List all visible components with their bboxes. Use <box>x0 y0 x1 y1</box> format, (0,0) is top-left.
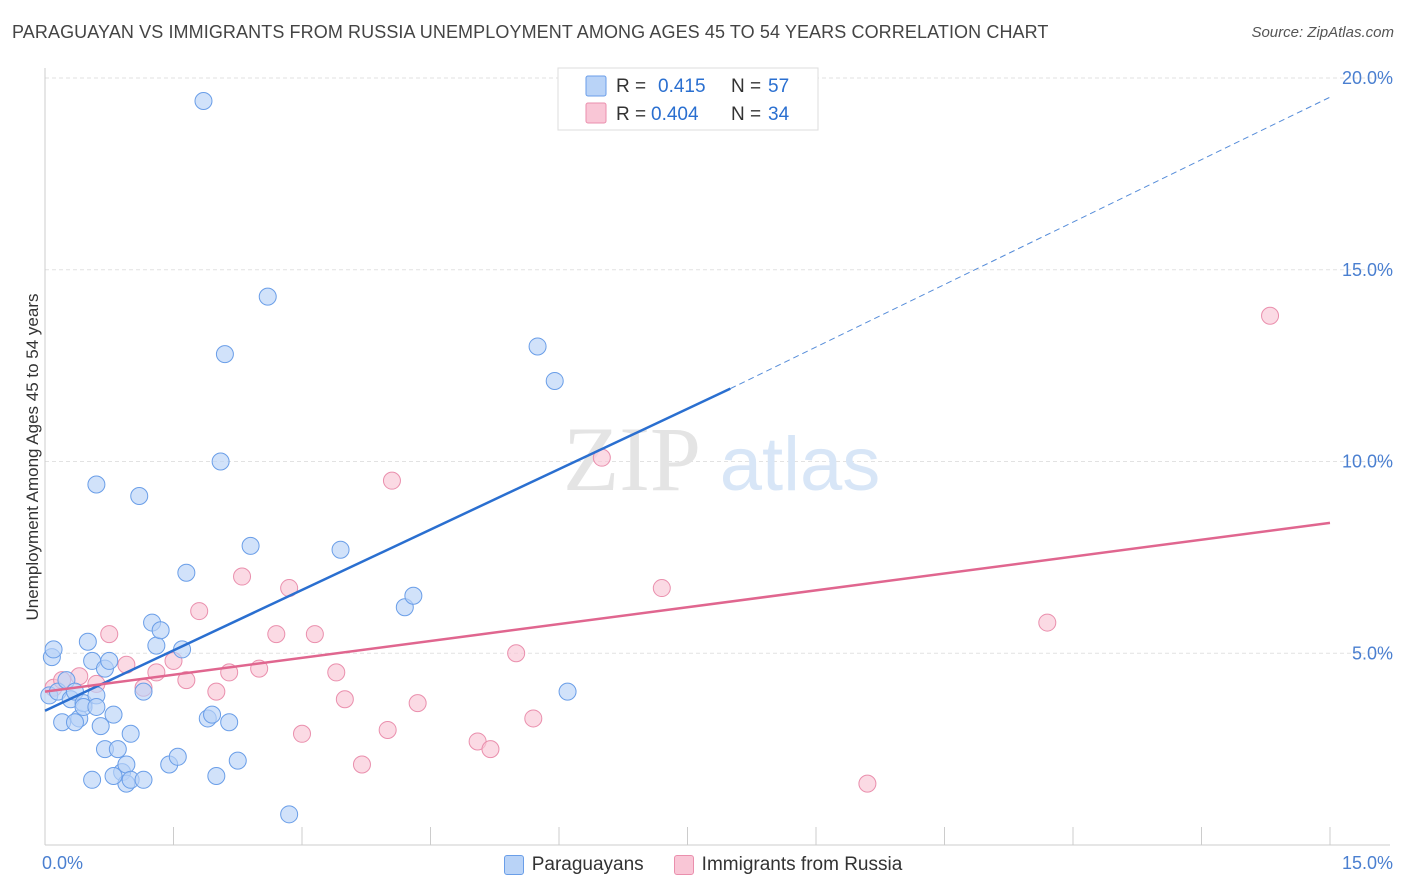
data-point <box>507 644 526 663</box>
data-point <box>215 345 234 364</box>
data-point <box>91 717 110 736</box>
data-point <box>100 651 119 670</box>
y-tick-label: 15.0% <box>1342 260 1393 280</box>
x-tick-label: 15.0% <box>1342 853 1393 873</box>
data-point <box>305 625 324 644</box>
stats-legend-swatch-paraguayans <box>585 75 607 97</box>
trend-lines <box>44 96 1331 712</box>
data-point <box>228 751 247 770</box>
axes <box>44 68 1390 846</box>
y-tick-label: 10.0% <box>1342 452 1393 472</box>
trend-line-russia <box>44 521 1331 693</box>
data-point <box>331 540 350 559</box>
data-point <box>335 690 354 709</box>
data-point <box>130 487 149 506</box>
data-point <box>151 621 170 640</box>
x-tick-label: 0.0% <box>42 853 83 873</box>
data-point <box>177 671 196 690</box>
data-point <box>378 720 397 739</box>
series-russia-points <box>44 306 1280 793</box>
stats-legend: R = 0.415 N = 57 R = 0.404 N = 34 <box>557 67 819 131</box>
data-point <box>241 536 260 555</box>
data-point <box>524 709 543 728</box>
legend-item-paraguayans[interactable]: Paraguayans <box>503 854 644 876</box>
data-point <box>1038 613 1057 632</box>
data-point <box>211 452 230 471</box>
data-point <box>100 625 119 644</box>
data-point <box>194 92 213 111</box>
data-point <box>293 724 311 743</box>
data-point <box>78 632 97 651</box>
stats-legend-n-value-russia: 34 <box>768 104 790 125</box>
data-point <box>382 471 401 490</box>
data-point <box>203 705 222 724</box>
data-point <box>147 636 166 655</box>
watermark: ZIP atlas <box>563 408 880 510</box>
legend-swatch-russia <box>673 855 694 875</box>
legend-swatch-paraguayans <box>503 855 524 875</box>
data-point <box>267 625 286 644</box>
data-point <box>104 705 123 724</box>
watermark-atlas: atlas <box>720 422 881 507</box>
data-point <box>1261 306 1280 325</box>
stats-legend-n-label-russia: N = <box>731 104 761 125</box>
x-ticks <box>44 827 1331 845</box>
bottom-legend: Paraguayans Immigrants from Russia <box>0 850 1406 880</box>
data-point <box>207 682 226 701</box>
legend-label-paraguayans: Paraguayans <box>531 854 644 875</box>
data-point <box>652 579 671 598</box>
stats-legend-r-label-russia: R = <box>616 104 646 125</box>
x-tick-labels: 0.0% 15.0% <box>42 853 1393 873</box>
data-point <box>87 697 106 716</box>
data-point <box>352 755 371 774</box>
data-point <box>207 766 226 785</box>
stats-legend-swatch-russia <box>585 102 607 124</box>
data-point <box>190 602 209 621</box>
trend-line-extension-paraguayans <box>730 96 1331 390</box>
data-point <box>220 713 239 732</box>
stats-legend-n-label-paraguayans: N = <box>731 76 761 97</box>
chart-title: PARAGUAYAN VS IMMIGRANTS FROM RUSSIA UNE… <box>12 22 1049 42</box>
data-point <box>528 337 547 356</box>
legend-label-russia: Immigrants from Russia <box>701 854 903 875</box>
trend-line-paraguayans <box>44 387 731 712</box>
data-point <box>104 766 123 785</box>
data-point <box>858 774 877 793</box>
legend-item-russia[interactable]: Immigrants from Russia <box>673 854 903 876</box>
data-point <box>87 475 106 494</box>
data-point <box>134 770 153 789</box>
series-paraguayans-points <box>40 92 577 824</box>
data-point <box>134 682 153 701</box>
stats-legend-r-value-paraguayans: 0.415 <box>658 76 706 97</box>
data-point <box>408 694 427 713</box>
watermark-zip: ZIP <box>563 408 701 510</box>
y-tick-label: 5.0% <box>1352 643 1393 663</box>
data-point <box>65 713 84 732</box>
data-point <box>44 640 63 659</box>
y-tick-label: 20.0% <box>1342 68 1393 88</box>
grid-lines <box>45 77 1390 654</box>
stats-legend-r-label-paraguayans: R = <box>616 76 646 97</box>
data-point <box>108 740 127 759</box>
y-tick-labels: 5.0% 10.0% 15.0% 20.0% <box>1342 68 1393 663</box>
data-point <box>168 747 187 766</box>
data-point <box>481 740 500 759</box>
data-point <box>404 586 423 605</box>
data-point <box>280 805 299 824</box>
y-axis-label: Unemployment Among Ages 45 to 54 years <box>23 294 42 621</box>
data-point <box>558 682 577 701</box>
data-point <box>177 563 196 582</box>
data-point <box>258 287 277 306</box>
source-credit: Source: ZipAtlas.com <box>1251 24 1394 41</box>
stats-legend-r-value-russia: 0.404 <box>651 104 699 125</box>
data-point <box>83 770 102 789</box>
data-point <box>121 724 140 743</box>
data-point <box>327 663 346 682</box>
data-point <box>545 371 564 390</box>
stats-legend-n-value-paraguayans: 57 <box>768 76 789 97</box>
data-point <box>233 567 252 586</box>
